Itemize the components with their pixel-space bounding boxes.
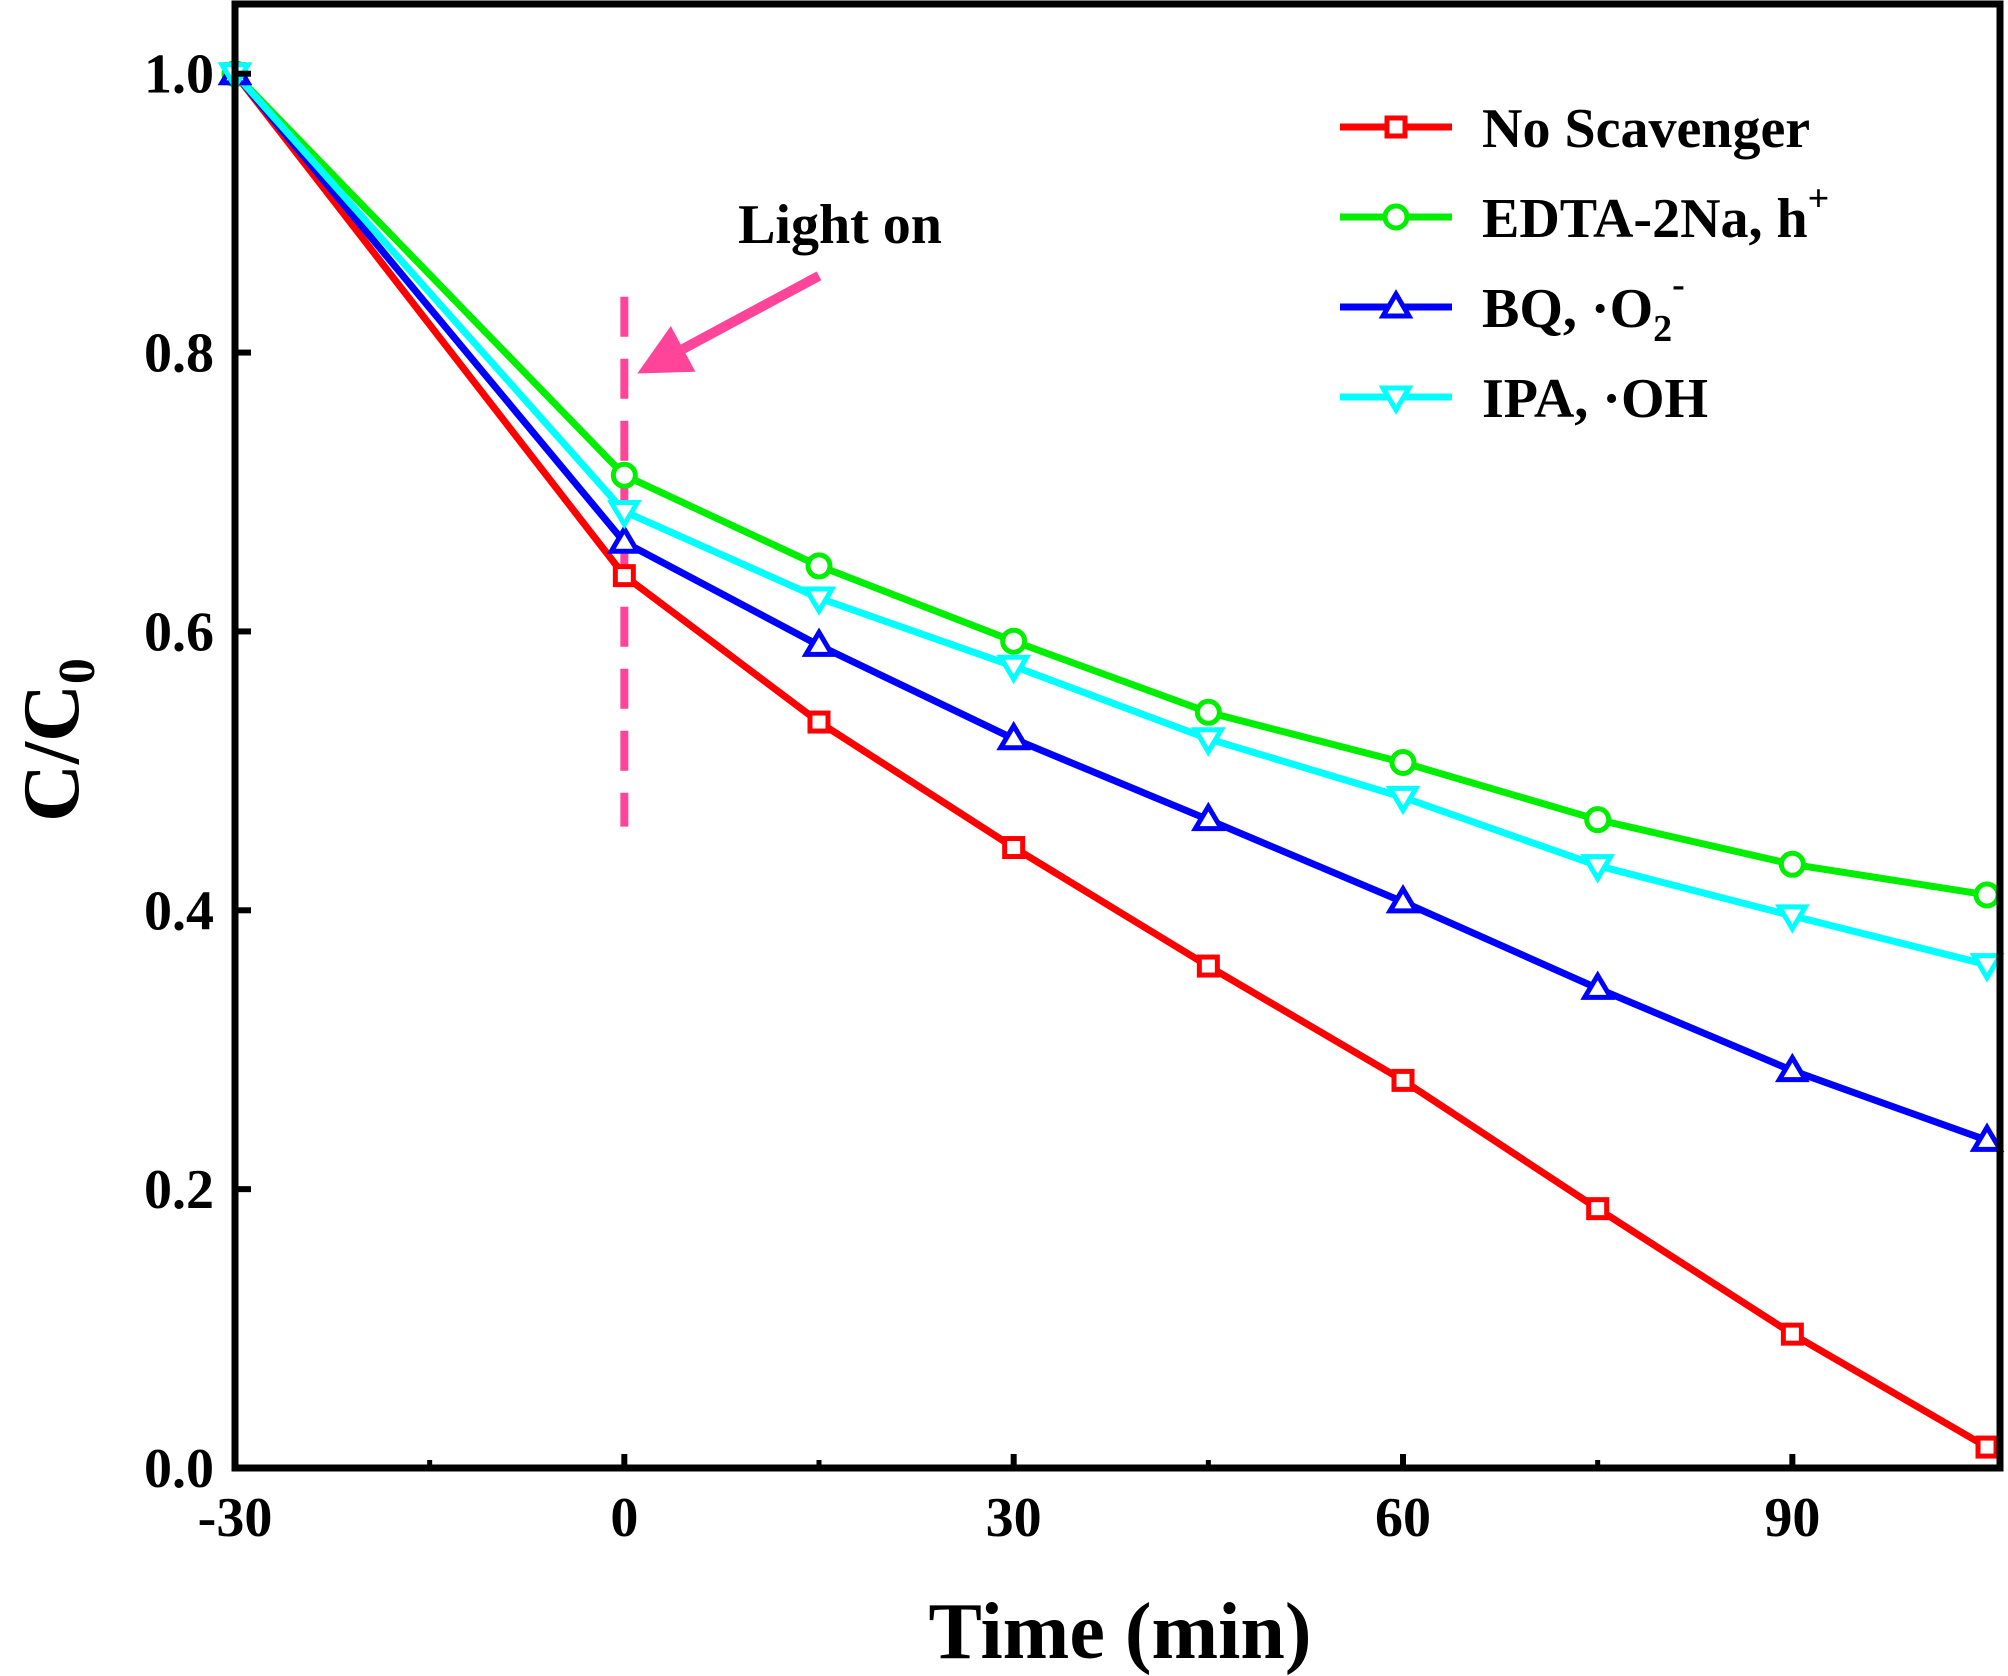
data-point-edta-1 [610,461,638,489]
data-point-bq-7 [1774,1052,1810,1083]
legend-label-ipa: IPA, ·OH [1482,368,1708,430]
data-point-bq-6 [1580,970,1616,1000]
data-point-ipa-2 [801,586,837,616]
data-point-edta-4 [1194,698,1222,726]
series-markers [217,55,2005,1459]
legend: No Scavenger EDTA-2Na, h+ BQ, ·O2- IPA, ·OH [1340,98,1829,430]
x-tick-label-0: -30 [198,1487,273,1549]
data-point-no-scavenger-3 [1002,836,1026,860]
y-tick-label-2: 0.4 [144,880,214,942]
y-tick-label-1: 0.2 [144,1159,214,1221]
data-point-ipa-4 [1190,727,1226,757]
x-tick-label-2: 30 [986,1487,1042,1549]
plot-frame [231,0,2004,1472]
series-line-no-scavenger [232,71,1989,1451]
legend-label-no-scavenger: No Scavenger [1482,98,1810,160]
y-axis-label-subscript: 0 [49,658,106,684]
series-lines [232,71,1989,1451]
data-point-edta-2 [805,552,833,580]
legend-marker-ipa [1378,385,1414,415]
x-tick-label-4: 90 [1764,1487,1820,1549]
data-point-ipa-6 [1580,854,1616,884]
x-axis-label: Time (min) [929,1588,1312,1676]
data-point-edta-6 [1584,806,1612,834]
data-point-bq-2 [801,627,837,657]
data-point-bq-5 [1385,884,1421,914]
data-point-edta-3 [1000,627,1028,655]
data-point-bq-8 [1969,1122,2005,1152]
annotation-light-on-label: Light on [738,194,942,256]
data-point-bq-1 [606,524,642,554]
data-point-no-scavenger-6 [1586,1197,1610,1221]
y-axis-label-main: C/C [8,684,96,822]
annotation-layer: Light on [620,194,942,827]
data-point-ipa-8 [1969,953,2005,983]
legend-marker-bq [1378,289,1414,319]
y-tick-label-5: 1.0 [144,44,214,106]
data-point-bq-4 [1190,801,1226,832]
x-tick-label-1: 0 [610,1487,638,1549]
y-tick-label-3: 0.6 [144,601,214,663]
axis-ticks: -30 0 30 60 90 0.0 0.2 0.4 0.6 0.8 1.0 [144,44,1820,1549]
data-point-ipa-3 [996,654,1032,685]
y-tick-label-0: 0.0 [144,1438,214,1500]
data-point-no-scavenger-5 [1391,1068,1415,1092]
light-on-arrow-shaft [680,271,822,354]
legend-marker-no-scavenger [1384,115,1408,139]
light-on-arrow-head [637,325,696,374]
x-tick-label-3: 60 [1375,1487,1431,1549]
data-point-no-scavenger-2 [807,710,831,734]
data-point-bq-3 [996,720,1032,751]
data-point-edta-8 [1973,881,2001,909]
y-axis-label: C/C0 [8,658,106,822]
data-point-no-scavenger-4 [1196,954,1220,978]
data-point-ipa-1 [606,500,642,530]
data-point-edta-5 [1389,748,1417,776]
data-point-ipa-7 [1774,904,1810,934]
data-point-no-scavenger-7 [1780,1322,1804,1346]
data-point-edta-7 [1778,850,1806,878]
data-point-no-scavenger-1 [612,564,636,588]
legend-label-bq: BQ, ·O2- [1482,264,1685,350]
legend-label-edta: EDTA-2Na, h+ [1482,178,1829,250]
data-point-ipa-5 [1385,785,1421,816]
legend-marker-edta [1382,203,1410,231]
y-tick-label-4: 0.8 [144,323,214,385]
data-point-no-scavenger-8 [1975,1435,1999,1459]
